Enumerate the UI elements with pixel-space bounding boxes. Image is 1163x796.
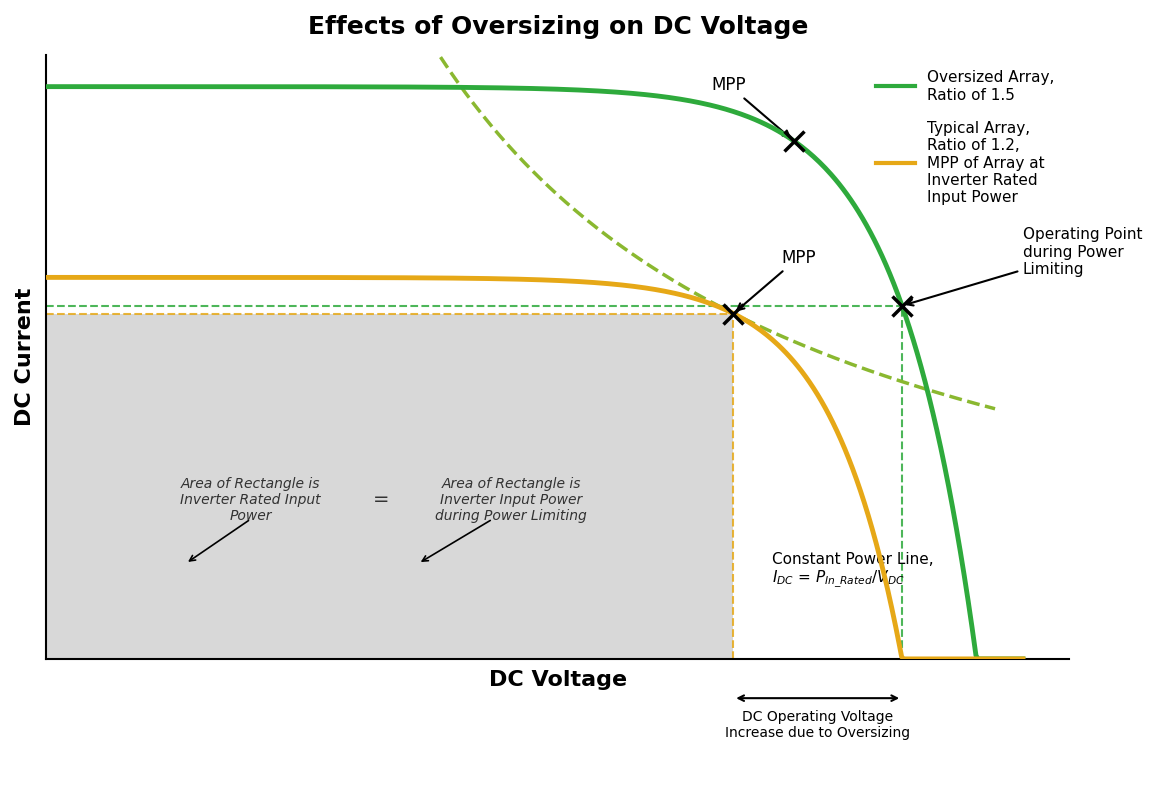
Y-axis label: DC Current: DC Current — [15, 287, 35, 426]
Text: Area of Rectangle is
Inverter Input Power
during Power Limiting: Area of Rectangle is Inverter Input Powe… — [435, 477, 587, 523]
Text: Constant Power Line,
$I_{DC}$ = $P_{In\_Rated}$/$V_{DC}$: Constant Power Line, $I_{DC}$ = $P_{In\_… — [772, 552, 934, 590]
Text: Operating Point
during Power
Limiting: Operating Point during Power Limiting — [907, 227, 1142, 306]
Text: =: = — [373, 490, 390, 509]
Text: DC Operating Voltage
Increase due to Oversizing: DC Operating Voltage Increase due to Ove… — [725, 710, 911, 740]
Polygon shape — [47, 314, 734, 659]
Text: MPP: MPP — [711, 76, 790, 138]
Text: Area of Rectangle is
Inverter Rated Input
Power: Area of Rectangle is Inverter Rated Inpu… — [180, 477, 321, 523]
X-axis label: DC Voltage: DC Voltage — [488, 670, 627, 690]
Title: Effects of Oversizing on DC Voltage: Effects of Oversizing on DC Voltage — [307, 15, 808, 39]
Legend: Oversized Array,
Ratio of 1.5, Typical Array,
Ratio of 1.2,
MPP of Array at
Inve: Oversized Array, Ratio of 1.5, Typical A… — [869, 62, 1062, 213]
Text: MPP: MPP — [737, 248, 815, 310]
